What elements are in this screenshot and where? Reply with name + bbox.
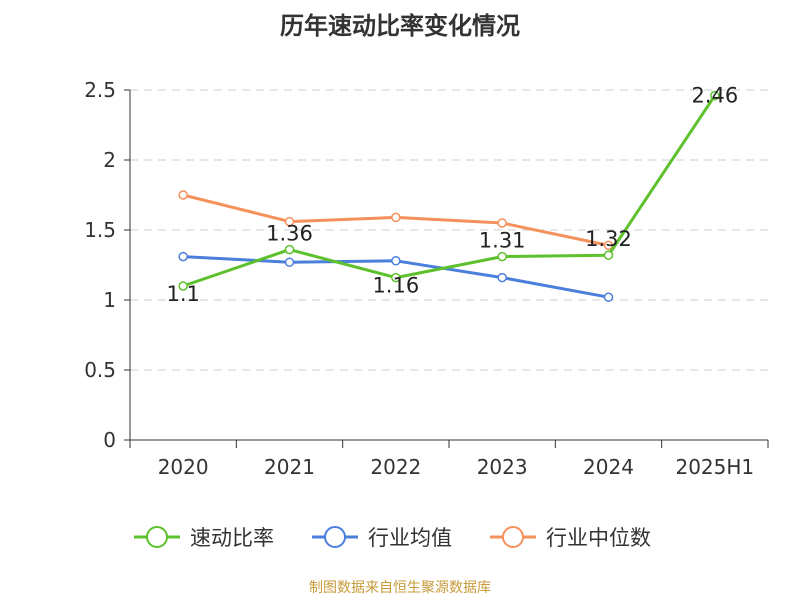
- y-tick-label: 0: [103, 428, 116, 452]
- data-label: 1.16: [372, 274, 419, 298]
- y-tick-label: 0.5: [84, 358, 116, 382]
- data-point: [603, 240, 614, 251]
- data-point: [284, 244, 295, 255]
- data-label: 1.1: [166, 282, 199, 306]
- data-point: [178, 190, 188, 200]
- data-point: [497, 251, 507, 262]
- y-tick-label: 2.5: [84, 78, 116, 102]
- series-line-0: [182, 94, 717, 288]
- data-point: [284, 216, 295, 227]
- legend-marker-1: [324, 526, 346, 548]
- y-tick-label: 2: [103, 148, 116, 172]
- data-point: [497, 218, 507, 228]
- y-tick-label: 1.5: [84, 218, 116, 242]
- data-label: 1.32: [585, 227, 632, 251]
- legend-marker-0: [146, 526, 168, 548]
- legend-label-1: 行业均值: [368, 526, 452, 550]
- x-tick-label: 2025H1: [675, 455, 754, 479]
- data-point: [284, 257, 295, 267]
- legend-marker-2: [502, 526, 524, 548]
- data-point: [391, 212, 401, 223]
- legend-label-2: 行业中位数: [546, 526, 651, 550]
- data-point: [178, 281, 188, 291]
- data-point: [391, 256, 401, 266]
- x-tick-label: 2022: [370, 455, 421, 479]
- data-point: [391, 272, 401, 283]
- data-point: [178, 251, 188, 262]
- data-label: 1.36: [266, 222, 313, 246]
- data-label: 1.31: [479, 229, 526, 253]
- data-label: 2.46: [691, 84, 738, 108]
- x-tick-label: 2024: [583, 455, 634, 479]
- chart-title: 历年速动比率变化情况: [280, 12, 520, 40]
- y-tick-label: 1: [103, 288, 116, 312]
- x-tick-label: 2023: [477, 455, 528, 479]
- x-tick-label: 2021: [264, 455, 315, 479]
- x-tick-label: 2020: [158, 455, 209, 479]
- legend-label-0: 速动比率: [190, 526, 274, 550]
- data-point: [710, 90, 720, 101]
- data-point: [603, 250, 614, 260]
- data-point: [603, 292, 614, 302]
- data-point: [497, 272, 507, 283]
- source-note: 制图数据来自恒生聚源数据库: [309, 580, 491, 596]
